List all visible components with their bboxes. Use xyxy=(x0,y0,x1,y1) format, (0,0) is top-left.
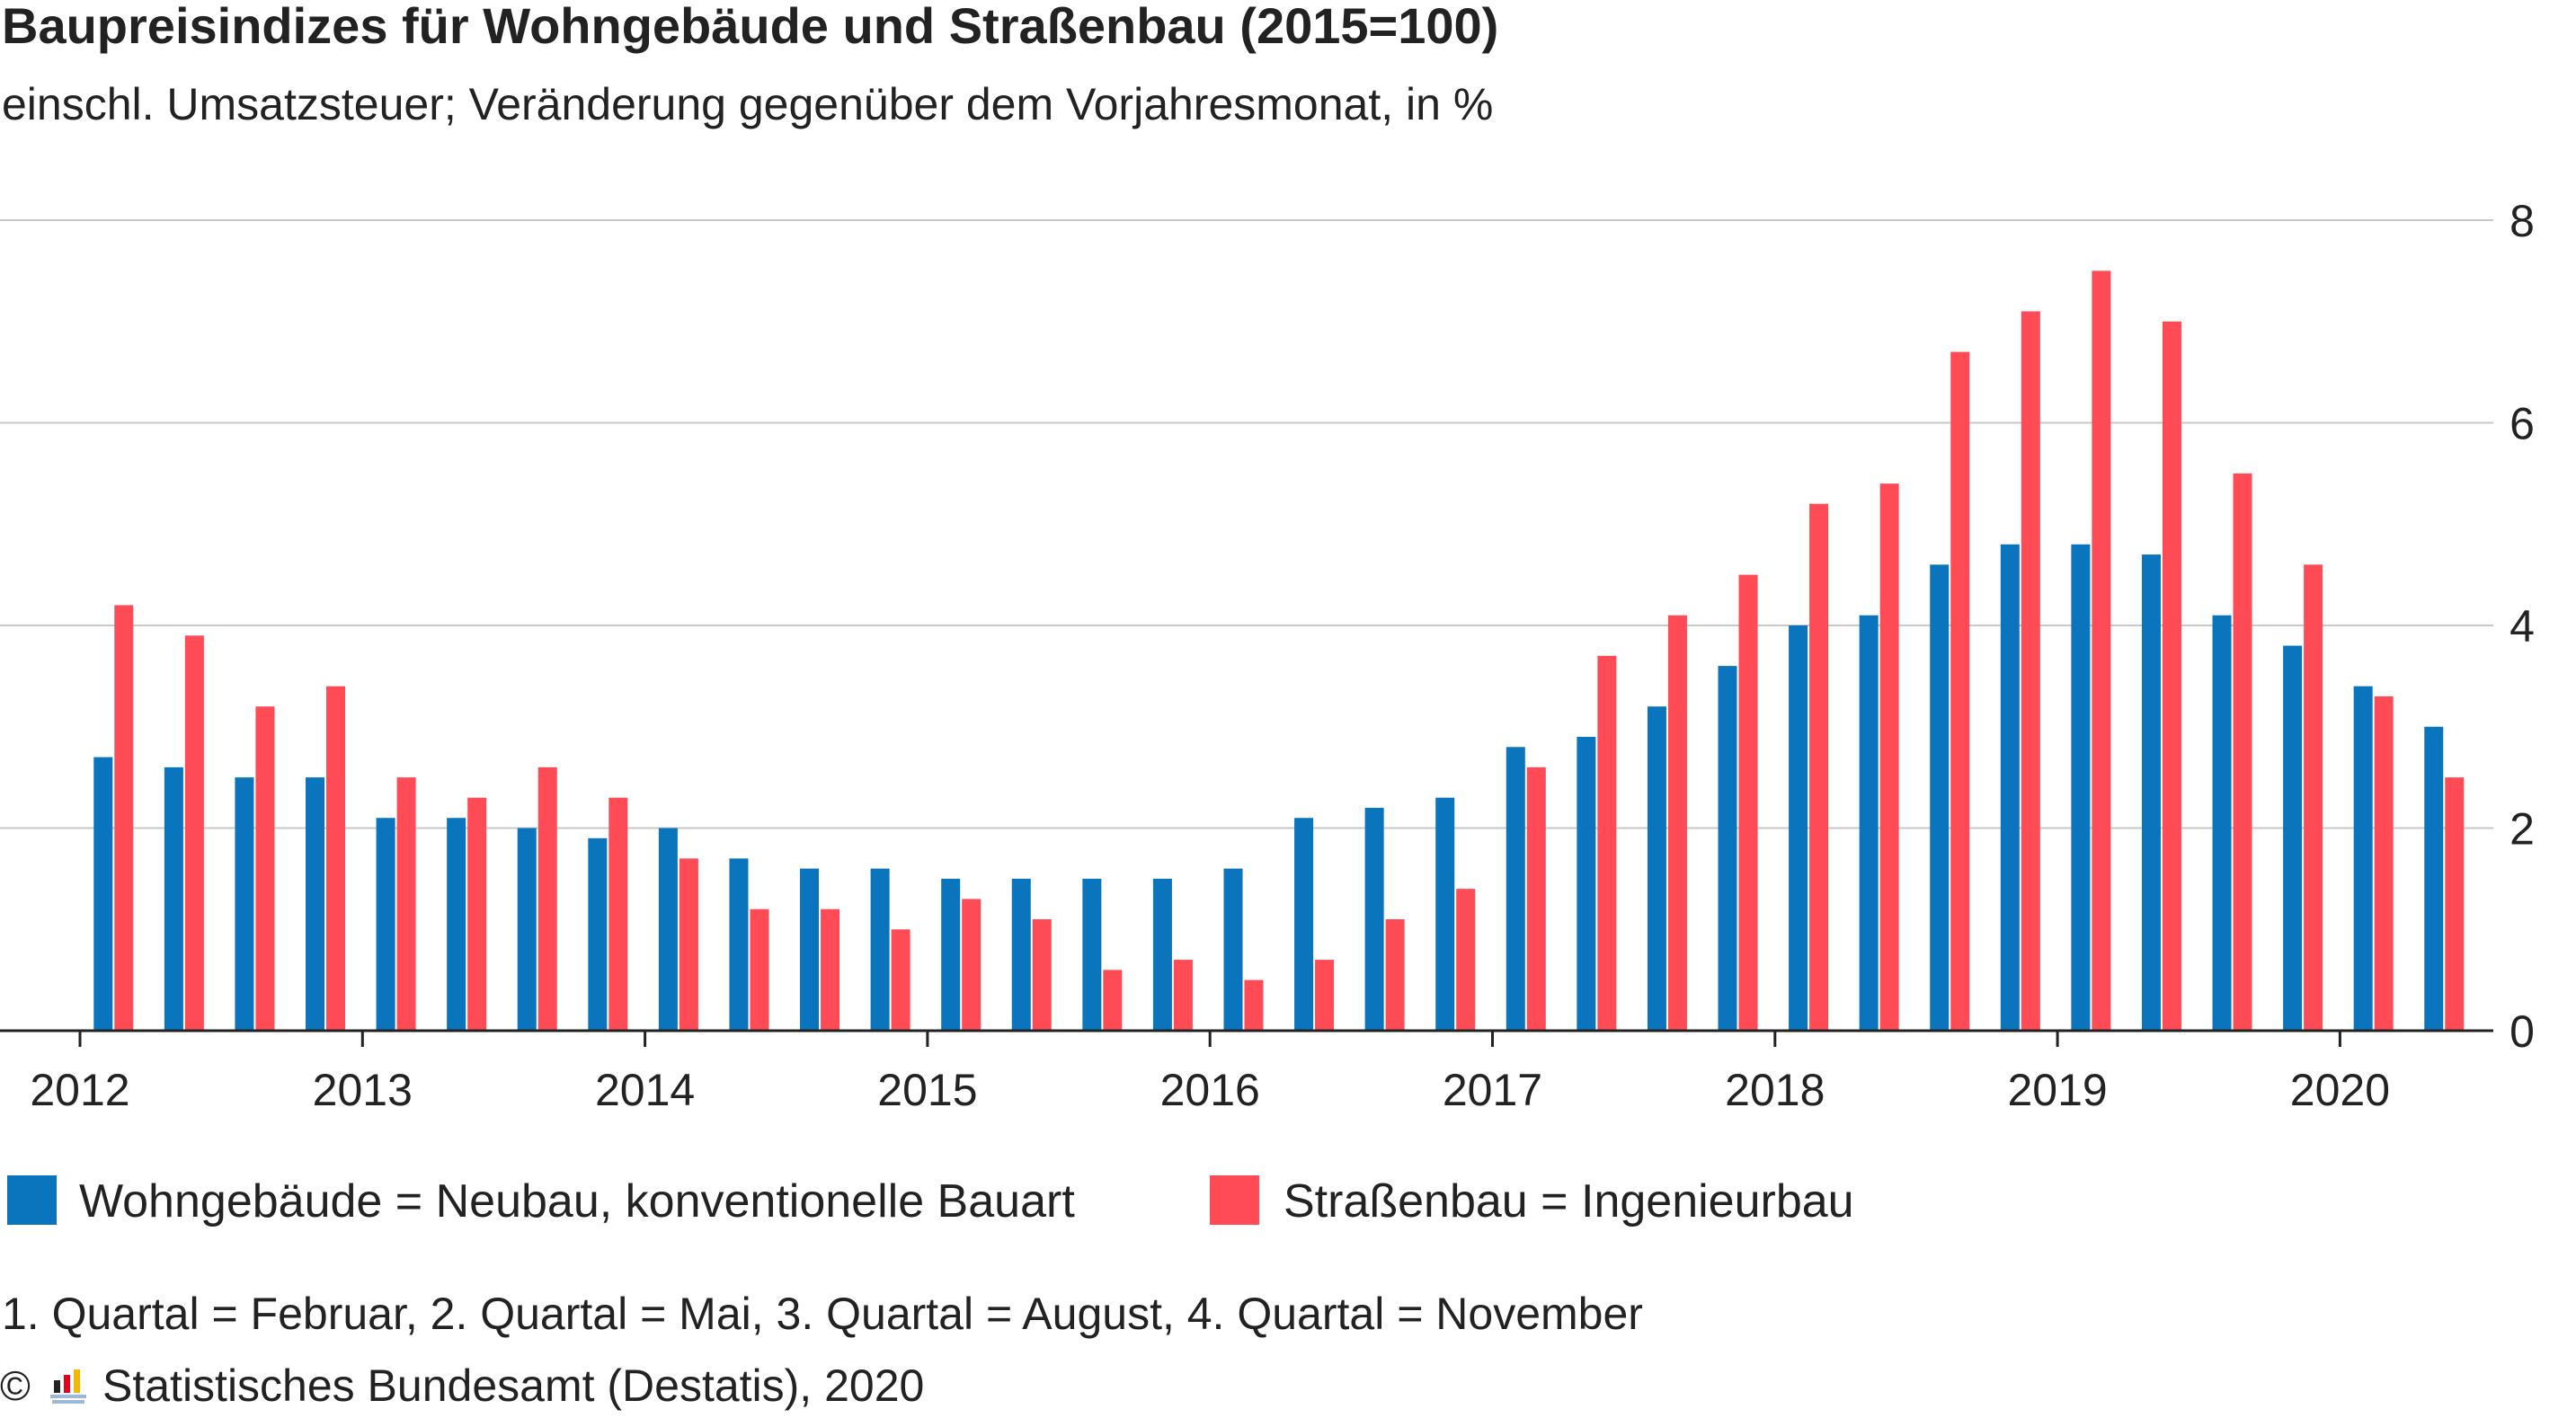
bar-wohngebaeude xyxy=(2000,544,2020,1031)
bar-strassenbau xyxy=(326,686,346,1031)
bar-strassenbau xyxy=(1950,351,1970,1031)
bar-strassenbau xyxy=(2162,321,2181,1031)
bar-wohngebaeude xyxy=(1223,868,1243,1031)
bar-wohngebaeude xyxy=(376,818,395,1031)
bar-strassenbau xyxy=(1738,574,1758,1031)
bar-wohngebaeude xyxy=(658,828,678,1031)
bar-strassenbau xyxy=(2445,777,2465,1031)
bar-strassenbau xyxy=(2092,270,2111,1031)
bar-strassenbau xyxy=(1456,889,1476,1031)
bar-wohngebaeude xyxy=(2283,645,2303,1031)
destatis-logo-icon xyxy=(50,1369,86,1404)
bar-strassenbau xyxy=(2374,696,2394,1031)
bar-wohngebaeude xyxy=(1082,878,1102,1031)
y-tick-label: 6 xyxy=(2509,399,2535,449)
bar-strassenbau xyxy=(1244,979,1264,1031)
bar-wohngebaeude xyxy=(1647,706,1666,1031)
bar-strassenbau xyxy=(1879,483,1899,1031)
x-tick-label: 2012 xyxy=(30,1065,129,1115)
bar-strassenbau xyxy=(2304,564,2323,1031)
legend-label-wohngebaeude: Wohngebäude = Neubau, konventionelle Bau… xyxy=(79,1175,1075,1227)
x-tick-label: 2018 xyxy=(1725,1065,1825,1115)
x-tick-label: 2015 xyxy=(877,1065,977,1115)
bar-strassenbau xyxy=(1526,767,1546,1031)
x-tick-label: 2019 xyxy=(2007,1065,2107,1115)
bar-wohngebaeude xyxy=(1294,818,1314,1031)
bar-wohngebaeude xyxy=(2424,726,2444,1031)
bar-strassenbau xyxy=(679,858,698,1031)
bar-chart: 8 6 4 2 0 2012 2013 2014 2015 2016 2017 2018 2019 202… xyxy=(0,196,2535,1115)
bar-wohngebaeude xyxy=(1577,737,1596,1031)
source-text: Statistisches Bundesamt (Destatis), 2020 xyxy=(102,1360,925,1411)
y-tick-label: 0 xyxy=(2509,1006,2535,1057)
legend-swatch-wohngebaeude xyxy=(7,1175,57,1225)
bar-strassenbau xyxy=(1667,615,1687,1031)
bar-wohngebaeude xyxy=(2071,544,2091,1031)
bar-wohngebaeude xyxy=(588,838,608,1031)
x-axis xyxy=(0,1029,2493,1047)
x-tick-label: 2017 xyxy=(1443,1065,1542,1115)
bar-wohngebaeude xyxy=(870,868,890,1031)
bar-strassenbau xyxy=(1103,970,1123,1031)
bar-strassenbau xyxy=(1173,960,1193,1031)
bar-strassenbau xyxy=(2233,473,2252,1031)
bar-wohngebaeude xyxy=(1011,878,1031,1031)
legend-label-strassenbau: Straßenbau = Ingenieurbau xyxy=(1284,1175,1854,1227)
x-tick-label: 2013 xyxy=(313,1065,413,1115)
bar-strassenbau xyxy=(537,767,557,1031)
bar-strassenbau xyxy=(750,908,769,1031)
bar-wohngebaeude xyxy=(1364,807,1384,1031)
bar-wohngebaeude xyxy=(93,757,113,1031)
bar-strassenbau xyxy=(1597,655,1617,1031)
bar-wohngebaeude xyxy=(306,777,325,1031)
bar-strassenbau xyxy=(821,908,840,1031)
bar-wohngebaeude xyxy=(2141,554,2161,1031)
bar-wohngebaeude xyxy=(941,878,961,1031)
bar-strassenbau xyxy=(1809,503,1829,1031)
bar-strassenbau xyxy=(1385,918,1405,1031)
bar-strassenbau xyxy=(255,706,275,1031)
legend-swatch-strassenbau xyxy=(1210,1175,1259,1225)
y-tick-label: 2 xyxy=(2509,804,2535,855)
bar-wohngebaeude xyxy=(1435,797,1455,1031)
bar-wohngebaeude xyxy=(235,777,254,1031)
x-tick-label: 2014 xyxy=(595,1065,695,1115)
bar-strassenbau xyxy=(114,605,134,1031)
bar-strassenbau xyxy=(608,797,628,1031)
grid-lines xyxy=(0,219,2493,829)
y-tick-label: 4 xyxy=(2509,601,2535,651)
bar-wohngebaeude xyxy=(447,818,466,1031)
bar-wohngebaeude xyxy=(1152,878,1172,1031)
x-tick-label: 2016 xyxy=(1160,1065,1260,1115)
bars xyxy=(93,270,2465,1032)
bar-wohngebaeude xyxy=(1930,564,1950,1031)
bar-strassenbau xyxy=(2021,311,2040,1032)
bar-strassenbau xyxy=(1315,960,1335,1031)
y-tick-label: 8 xyxy=(2509,196,2535,246)
copyright-symbol: © xyxy=(0,1362,31,1409)
x-tick-label: 2020 xyxy=(2290,1065,2390,1115)
chart-subtitle: einschl. Umsatzsteuer; Veränderung gegen… xyxy=(2,79,1494,129)
bar-strassenbau xyxy=(962,899,982,1031)
chart-title: Baupreisindizes für Wohngebäude und Stra… xyxy=(2,0,1499,54)
bar-strassenbau xyxy=(396,777,416,1031)
bar-wohngebaeude xyxy=(1859,615,1879,1031)
bar-wohngebaeude xyxy=(2212,615,2232,1031)
axis-labels: 8 6 4 2 0 2012 2013 2014 2015 2016 2017 2018 2019 202… xyxy=(30,196,2535,1115)
bar-strassenbau xyxy=(467,797,487,1031)
bar-strassenbau xyxy=(184,635,204,1031)
bar-strassenbau xyxy=(891,929,910,1031)
bar-wohngebaeude xyxy=(1506,747,1525,1031)
bar-wohngebaeude xyxy=(517,828,537,1031)
bar-wohngebaeude xyxy=(1718,666,1737,1031)
bar-wohngebaeude xyxy=(2353,686,2373,1031)
footnote: 1. Quartal = Februar, 2. Quartal = Mai, … xyxy=(2,1289,1643,1339)
bar-wohngebaeude xyxy=(729,858,749,1031)
bar-wohngebaeude xyxy=(164,767,183,1031)
bar-wohngebaeude xyxy=(1789,625,1808,1031)
bar-wohngebaeude xyxy=(800,868,820,1031)
bar-strassenbau xyxy=(1032,918,1052,1031)
